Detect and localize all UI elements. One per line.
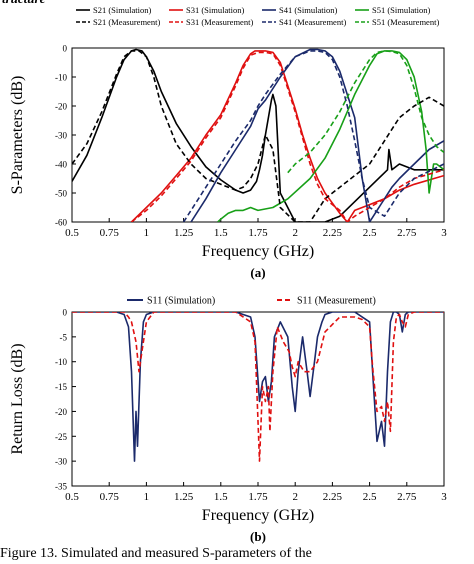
panel-b-panel-label: (b): [250, 529, 266, 544]
panel-b-x-tick-label: 2.75: [397, 491, 417, 503]
panel-b-x-tick-label: 1.75: [248, 491, 268, 503]
panel-b-x-axis-label: Frequency (GHz): [202, 507, 314, 524]
panel-b-x-tick-label: 1.5: [214, 491, 228, 503]
panel-b-series-group: [72, 312, 444, 462]
panel-a-legend-label: S51 (Measurement): [372, 17, 439, 27]
panel-a-legend-label: S21 (Simulation): [93, 5, 151, 15]
panel-a-y-tick-label: -20: [55, 102, 67, 112]
panel-b-y-tick-label: -35: [55, 482, 67, 492]
panel-a-x-tick-label: 1.25: [174, 227, 194, 239]
panel-a-series-line-6: [182, 50, 444, 222]
panel-a-series-line-3: [217, 50, 444, 222]
panel-a-legend-label: S21 (Measurement): [93, 17, 160, 27]
panel-b-series-line-0: [72, 312, 444, 462]
panel-b-legend-label: S11 (Simulation): [147, 296, 215, 307]
panel-a-series-line-4: [72, 50, 444, 222]
header-fragment: tructure: [2, 0, 45, 7]
panel-b-x-tick-label: 2.25: [323, 491, 343, 503]
panel-b-x-tick-label: 0.75: [100, 491, 120, 503]
panel-b-legend-label: S11 (Measurement): [297, 296, 376, 307]
panel-a-x-tick-label: 0.75: [100, 227, 120, 239]
panel-b-series-line-1: [72, 312, 444, 462]
panel-b-y-tick-label: -15: [55, 382, 67, 392]
panel-b-y-tick-label: -30: [55, 457, 67, 467]
panel-a-series-group: [72, 48, 444, 222]
panel-a-legend-label: S31 (Measurement): [186, 17, 253, 27]
panel-b-y-tick-label: 0: [63, 308, 68, 318]
panel-a-y-tick-label: -50: [55, 189, 67, 199]
panel-b-y-tick-label: -10: [55, 357, 67, 367]
panel-a-x-tick-label: 2.75: [397, 227, 417, 239]
panel-a-x-tick-label: 1.75: [248, 227, 268, 239]
panel-a-series-line-1: [130, 50, 444, 222]
panel-a-y-tick-label: -10: [55, 73, 67, 83]
panel-a-y-tick-label: 0: [63, 44, 68, 54]
panel-a-x-tick-label: 2: [292, 227, 298, 239]
panel-a-series-line-2: [190, 48, 444, 222]
panel-b-y-tick-label: -25: [55, 432, 67, 442]
panel-a-x-tick-label: 1: [144, 227, 150, 239]
panel-a-legend-label: S41 (Measurement): [279, 17, 346, 27]
panel-a-legend-label: S41 (Simulation): [279, 5, 337, 15]
panel-a-y-tick-label: -60: [55, 218, 67, 228]
panel-a-legend-label: S31 (Simulation): [186, 5, 244, 15]
panel-a-series-line-5: [131, 51, 444, 222]
panel-b-x-tick-label: 1.25: [174, 491, 194, 503]
panel-b-x-tick-label: 2: [292, 491, 298, 503]
figure-caption: Figure 13. Simulated and measured S-para…: [0, 546, 312, 561]
panel-a-y-axis-label: S-Parameters (dB): [9, 76, 26, 195]
panel-a-x-tick-label: 2.5: [363, 227, 377, 239]
panel-a-series-line-0: [72, 48, 444, 222]
panel-a-panel-label: (a): [250, 265, 265, 280]
panel-a-x-tick-label: 0.5: [65, 227, 79, 239]
panel-b-y-axis-label: Return Loss (dB): [9, 343, 26, 454]
panel-b-x-tick-label: 0.5: [65, 491, 79, 503]
panel-a-legend-label: S51 (Simulation): [372, 5, 430, 15]
panel-b-y-tick-label: -20: [55, 407, 67, 417]
panel-a-y-tick-label: -40: [55, 160, 67, 170]
panel-a-y-tick-label: -30: [55, 131, 67, 141]
panel-a-x-tick-label: 3: [441, 227, 447, 239]
panel-b-plot-frame: [71, 311, 445, 487]
panel-b-x-tick-label: 3: [441, 491, 447, 503]
panel-a-x-axis-label: Frequency (GHz): [202, 243, 314, 260]
panel-b-y-tick-label: -5: [60, 332, 68, 342]
panel-a-x-tick-label: 1.5: [214, 227, 228, 239]
panel-b-x-tick-label: 1: [144, 491, 150, 503]
panel-a-series-line-7: [287, 50, 444, 174]
panel-b-x-tick-label: 2.5: [363, 491, 377, 503]
panel-a-x-tick-label: 2.25: [323, 227, 343, 239]
